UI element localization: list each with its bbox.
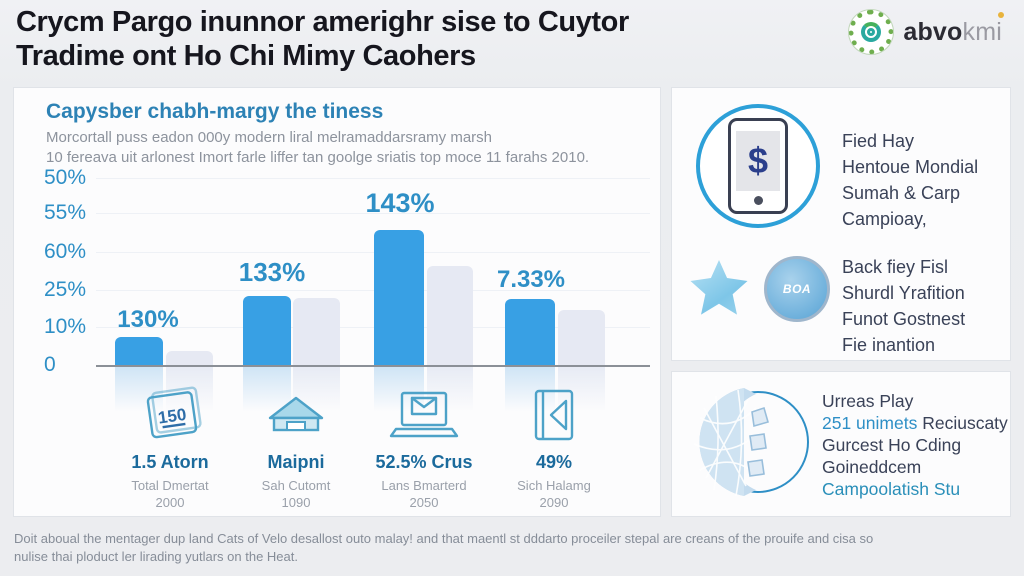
chart-title: Capysber chabh-margy the tiness bbox=[46, 100, 384, 123]
y-axis-tick-label: 60% bbox=[44, 240, 87, 263]
stat-lans-bmarterd: 52.5% Crus Lans Bmarterd 2050 bbox=[354, 384, 494, 511]
card-line: Gurcest Ho Cding bbox=[822, 435, 962, 455]
card-line: Fied Hay bbox=[842, 131, 915, 151]
bar-primary bbox=[243, 296, 291, 365]
stat-sub-label: Lans Bmarterd bbox=[381, 478, 467, 493]
card-line: Shurdl Yrafition bbox=[842, 283, 965, 303]
logo-text-light: kmi bbox=[962, 17, 1002, 46]
y-axis-tick-label: 55% bbox=[44, 201, 87, 224]
bar-primary bbox=[115, 337, 163, 365]
logo-text-bold: abvo bbox=[903, 17, 963, 46]
chart-gridline bbox=[96, 178, 650, 179]
house-icon bbox=[226, 384, 366, 446]
stat-sub-value: 2050 bbox=[409, 495, 439, 510]
stat-sich-halamg: 49% Sich Halamg 2090 bbox=[484, 384, 624, 511]
y-axis-tick-label: 50% bbox=[44, 166, 87, 189]
bar-value-label: 133% bbox=[238, 257, 306, 287]
x-axis-line bbox=[96, 365, 650, 367]
phone-icon: $ bbox=[728, 118, 788, 214]
chart-panel: Capysber chabh-margy the tiness Morcorta… bbox=[14, 88, 660, 516]
card-line: Reciuscaty bbox=[917, 413, 1008, 433]
card-line: Sumah & Carp bbox=[842, 183, 961, 203]
bar-chart: 50% 55% 60% 25% 10% 0 130% 133% 143% 7.33% bbox=[14, 88, 660, 516]
globe-icon bbox=[686, 378, 816, 515]
chart-gridline bbox=[96, 252, 650, 253]
bar-primary bbox=[374, 230, 424, 365]
stat-sub: Sich Halamg 2090 bbox=[484, 477, 624, 511]
logo-accent-dot bbox=[998, 11, 1004, 18]
card-line: Urreas Play bbox=[822, 391, 914, 411]
stat-sub-label: Sah Cutomt bbox=[261, 478, 331, 493]
feature-card-top: $ Fied Hay Hentoue Mondial Sumah & Carp … bbox=[672, 88, 1010, 360]
book-arrow-icon bbox=[484, 384, 624, 446]
stat-title: 49% bbox=[535, 452, 573, 472]
brand-logo-text: abvokmi bbox=[903, 11, 1004, 47]
laptop-mail-icon bbox=[354, 384, 494, 446]
chart-gridline bbox=[96, 327, 650, 328]
y-axis-tick-label: 0 bbox=[44, 353, 56, 376]
stat-sub-label: Total Dmertat bbox=[131, 478, 209, 493]
card-line: Goineddcem bbox=[822, 457, 922, 477]
y-axis-tick-label: 25% bbox=[44, 278, 87, 301]
chart-gridline bbox=[96, 290, 650, 291]
wreath-logo-icon bbox=[849, 10, 894, 54]
feature-card-bottom-text: Urreas Play 251 unimets Reciuscaty Gurce… bbox=[822, 390, 1008, 500]
bar-secondary bbox=[166, 351, 213, 365]
coin-emblem-text: BOA bbox=[782, 282, 812, 296]
phone-home-button-icon bbox=[753, 196, 763, 205]
card-line: Fie inantion bbox=[842, 335, 936, 355]
stat-sub-value: 2090 bbox=[539, 495, 569, 510]
stat-sub: Lans Bmarterd 2050 bbox=[354, 477, 494, 511]
stat-sub: Sah Cutomt 1090 bbox=[226, 477, 366, 511]
chart-subtitle: Morcortall puss eadon 000y modern liral … bbox=[46, 128, 589, 168]
card-line-highlight: 251 unimets bbox=[822, 413, 918, 433]
stat-title: 1.5 Atorn bbox=[131, 452, 209, 472]
logo-swirl-core-icon bbox=[867, 28, 876, 36]
stat-sub-value: 2000 bbox=[155, 495, 185, 510]
page-title-line2: Tradime ont Ho Chi Mimy Caohers bbox=[16, 40, 476, 72]
stat-sub-value: 1090 bbox=[281, 495, 311, 510]
y-axis-tick-label: 10% bbox=[44, 315, 87, 338]
chart-subtitle-line1: Morcortall puss eadon 000y modern liral … bbox=[46, 129, 493, 146]
stat-total-dmertat: 150 1.5 Atorn Total Dmertat 2000 bbox=[100, 384, 240, 511]
phone-dollar-icon: $ bbox=[696, 104, 820, 228]
footer-note: Doit aboual the mentager dup land Cats o… bbox=[14, 530, 1009, 565]
page-title-line1: Crycm Pargo inunnor amerighr sise to Cuy… bbox=[16, 6, 629, 38]
stat-sub: Total Dmertat 2000 bbox=[100, 477, 240, 511]
card-line: Funot Gostnest bbox=[842, 309, 966, 329]
stat-sub-label: Sich Halamg bbox=[517, 478, 591, 493]
bar-secondary bbox=[427, 266, 473, 365]
stat-sah-cutomt: Maipni Sah Cutomt 1090 bbox=[226, 384, 366, 511]
document-icon-number: 150 bbox=[157, 405, 188, 428]
brand-logo: abvokmi bbox=[849, 10, 1004, 54]
bar-secondary bbox=[558, 310, 605, 365]
bar-secondary bbox=[293, 298, 340, 365]
footer-line1: Doit aboual the mentager dup land Cats o… bbox=[14, 531, 874, 546]
coin-badge-icon: BOA bbox=[764, 256, 830, 322]
bar-value-label: 143% bbox=[365, 188, 435, 218]
card-line: Back fiey Fisl bbox=[842, 257, 949, 277]
stat-title: 52.5% Crus bbox=[375, 452, 473, 472]
page-title: Crycm Pargo inunnor amerighr sise to Cuy… bbox=[16, 5, 629, 73]
dollar-sign: $ bbox=[736, 131, 780, 191]
card-line: Campioay, bbox=[842, 209, 927, 229]
bar-value-label: 7.33% bbox=[496, 266, 566, 293]
chart-gridline bbox=[96, 213, 650, 214]
chart-subtitle-line2: 10 fereava uit arlonest Imort farle liff… bbox=[46, 149, 590, 166]
card-line: Hentoue Mondial bbox=[842, 157, 979, 177]
footer-line2: nulise thai ploduct ler lirading yutlars… bbox=[14, 548, 298, 564]
feature-card-middle-text: Back fiey Fisl Shurdl Yrafition Funot Go… bbox=[842, 254, 965, 358]
card-line-teal: Campoolatish Stu bbox=[822, 479, 961, 499]
bar-primary bbox=[505, 299, 555, 365]
logo-swirl-icon bbox=[861, 22, 882, 42]
document-150-icon: 150 bbox=[100, 384, 240, 446]
star-badge-icon bbox=[690, 260, 748, 315]
feature-card-bottom: Urreas Play 251 unimets Reciuscaty Gurce… bbox=[672, 372, 1010, 516]
feature-card-top-text: Fied Hay Hentoue Mondial Sumah & Carp Ca… bbox=[842, 128, 978, 232]
bar-value-label: 130% bbox=[117, 306, 179, 333]
stat-title: Maipni bbox=[267, 452, 325, 472]
